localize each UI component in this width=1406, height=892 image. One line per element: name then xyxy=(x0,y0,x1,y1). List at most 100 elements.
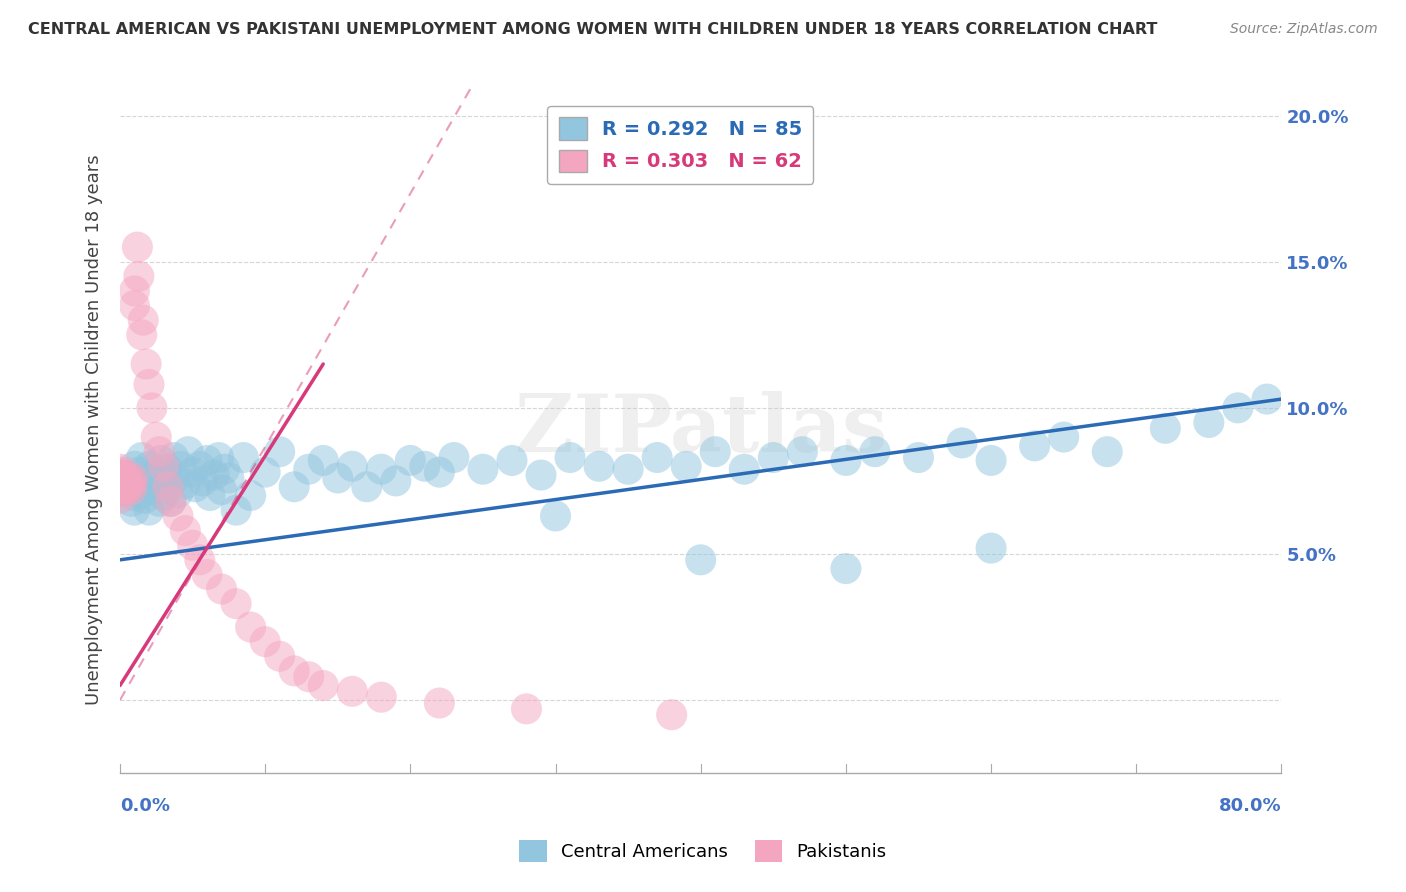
Point xyxy=(835,453,858,467)
Point xyxy=(558,450,581,465)
Point xyxy=(118,480,141,494)
Point xyxy=(254,634,277,648)
Point xyxy=(762,450,785,465)
Point xyxy=(145,430,167,444)
Point xyxy=(148,494,170,508)
Y-axis label: Unemployment Among Women with Children Under 18 years: Unemployment Among Women with Children U… xyxy=(86,154,103,705)
Point xyxy=(863,444,886,458)
Point xyxy=(645,450,668,465)
Point xyxy=(152,459,174,474)
Point xyxy=(174,524,197,538)
Point xyxy=(128,465,150,479)
Point xyxy=(138,377,160,392)
Point xyxy=(733,462,755,476)
Point xyxy=(544,508,567,523)
Point xyxy=(370,462,392,476)
Point xyxy=(239,620,262,634)
Point xyxy=(111,471,134,485)
Point xyxy=(907,450,929,465)
Point xyxy=(148,444,170,458)
Point xyxy=(385,474,408,488)
Point xyxy=(326,471,349,485)
Point xyxy=(108,483,131,497)
Point xyxy=(128,269,150,284)
Point xyxy=(108,485,131,500)
Point xyxy=(124,503,146,517)
Point xyxy=(429,696,451,710)
Point xyxy=(188,459,211,474)
Point xyxy=(115,474,138,488)
Point xyxy=(588,459,610,474)
Point xyxy=(195,453,218,467)
Point xyxy=(108,476,131,491)
Point xyxy=(370,690,392,705)
Point xyxy=(124,284,146,298)
Point xyxy=(1154,421,1177,435)
Point xyxy=(131,327,153,342)
Point xyxy=(152,489,174,503)
Point xyxy=(980,453,1002,467)
Point xyxy=(312,678,335,692)
Point xyxy=(135,357,157,371)
Text: 80.0%: 80.0% xyxy=(1219,797,1281,814)
Point xyxy=(283,480,305,494)
Point xyxy=(108,474,131,488)
Point xyxy=(225,503,247,517)
Point xyxy=(191,474,214,488)
Point xyxy=(239,489,262,503)
Point xyxy=(269,649,291,664)
Point xyxy=(141,401,163,415)
Point xyxy=(202,468,225,483)
Point xyxy=(127,480,149,494)
Legend: R = 0.292   N = 85, R = 0.303   N = 62: R = 0.292 N = 85, R = 0.303 N = 62 xyxy=(547,106,813,184)
Point xyxy=(132,313,155,327)
Point xyxy=(115,471,138,485)
Point xyxy=(108,462,131,476)
Point xyxy=(342,459,364,474)
Point xyxy=(530,468,553,483)
Point xyxy=(108,468,131,483)
Point xyxy=(121,476,143,491)
Point xyxy=(218,471,240,485)
Point xyxy=(170,459,193,474)
Point xyxy=(156,480,179,494)
Point xyxy=(110,474,132,488)
Point xyxy=(121,494,143,508)
Point xyxy=(131,485,153,500)
Point xyxy=(134,491,156,506)
Point xyxy=(950,436,973,450)
Point xyxy=(159,494,181,508)
Point xyxy=(617,462,640,476)
Point xyxy=(413,459,436,474)
Point xyxy=(108,491,131,506)
Point xyxy=(980,541,1002,556)
Point xyxy=(661,707,683,722)
Point xyxy=(114,483,136,497)
Point xyxy=(111,480,134,494)
Point xyxy=(127,240,149,254)
Point xyxy=(1097,444,1119,458)
Point xyxy=(835,561,858,575)
Point xyxy=(156,462,179,476)
Point xyxy=(122,471,145,485)
Point xyxy=(1053,430,1076,444)
Text: 0.0%: 0.0% xyxy=(120,797,170,814)
Point xyxy=(1198,416,1220,430)
Point xyxy=(174,476,197,491)
Point xyxy=(124,459,146,474)
Point xyxy=(155,480,177,494)
Point xyxy=(188,553,211,567)
Point xyxy=(108,465,131,479)
Point xyxy=(108,471,131,485)
Point xyxy=(159,494,181,508)
Point xyxy=(429,465,451,479)
Point xyxy=(120,483,142,497)
Point xyxy=(312,453,335,467)
Point xyxy=(283,664,305,678)
Point xyxy=(298,670,321,684)
Point xyxy=(108,476,131,491)
Point xyxy=(399,453,422,467)
Point xyxy=(443,450,465,465)
Point xyxy=(184,480,207,494)
Point xyxy=(177,444,200,458)
